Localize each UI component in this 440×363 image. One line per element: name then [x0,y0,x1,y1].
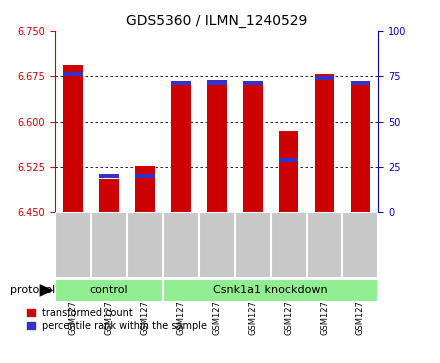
Legend: transformed count, percentile rank within the sample: transformed count, percentile rank withi… [27,308,207,331]
Bar [163,279,378,302]
Bar [171,81,191,85]
Bar [243,81,263,212]
Title: GDS5360 / ILMN_1240529: GDS5360 / ILMN_1240529 [126,15,308,28]
Text: protocol: protocol [10,285,55,295]
Bar [207,81,227,85]
Bar [135,174,155,178]
Bar [351,81,370,212]
Bar [279,131,298,212]
Bar [351,81,370,85]
Bar [315,76,334,81]
Polygon shape [40,284,53,297]
Bar [171,81,191,212]
Bar [207,81,227,212]
Bar [315,74,334,212]
Text: control: control [90,285,128,295]
Bar [135,166,155,212]
Bar [99,174,119,178]
Bar [243,81,263,85]
Bar [279,158,298,162]
Bar [63,72,83,76]
Bar [55,279,163,302]
Bar [63,65,83,212]
Bar [99,179,119,212]
Text: Csnk1a1 knockdown: Csnk1a1 knockdown [213,285,328,295]
